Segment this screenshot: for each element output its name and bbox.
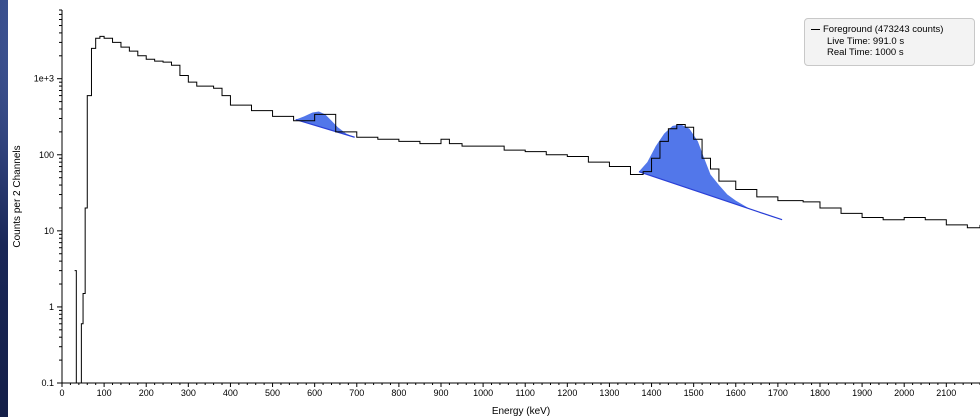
x-tick-label: 1000 — [473, 388, 493, 398]
y-ticks: 0.1 1 10 100 1e+3 — [34, 9, 62, 388]
y-tick-label: 1e+3 — [34, 74, 54, 84]
peak-continuum-line — [295, 119, 355, 138]
x-ticks: 0 100 200 300 400 500 600 700 800 900 1000 1100 1200… — [59, 383, 980, 398]
legend-entry-foreground: Foreground (473243 counts) — [811, 24, 968, 36]
x-tick-label: 1500 — [684, 388, 704, 398]
x-tick-label: 300 — [181, 388, 196, 398]
y-tick-label: 10 — [44, 226, 54, 236]
y-axis-title: Counts per 2 Channels — [12, 145, 23, 247]
x-tick-label: 2100 — [936, 388, 956, 398]
legend-live-time: Live Time: 991.0 s — [827, 35, 905, 47]
spectrum-chart[interactable]: 0 100 200 300 400 500 600 700 800 900 1000 1100 1200… — [8, 0, 980, 417]
x-tick-label: 2000 — [894, 388, 914, 398]
peak-fill — [295, 111, 355, 138]
x-tick-label: 1800 — [810, 388, 830, 398]
x-tick-label: 500 — [265, 388, 280, 398]
x-tick-label: 1100 — [516, 388, 535, 398]
x-tick-label: 900 — [433, 388, 448, 398]
y-tick-label: 100 — [39, 150, 54, 160]
x-tick-label: 800 — [391, 388, 406, 398]
legend-real-time: Real Time: 1000 s — [827, 47, 904, 58]
x-tick-label: 1300 — [599, 388, 619, 398]
peak-continuum-line — [638, 171, 783, 221]
x-tick-label: 1900 — [852, 388, 872, 398]
x-tick-label: 200 — [139, 388, 154, 398]
axes-layer — [61, 10, 980, 384]
x-tick-label: 700 — [349, 388, 364, 398]
peak-fill-layer — [295, 111, 783, 221]
x-tick-label: 400 — [223, 388, 238, 398]
legend-line-swatch — [811, 29, 820, 31]
x-tick-label: 1700 — [768, 388, 788, 398]
y-tick-label: 0.1 — [41, 378, 54, 388]
legend-foreground-label: Foreground (473243 counts) — [823, 24, 944, 35]
peak-fill — [638, 124, 783, 220]
x-tick-label: 100 — [97, 388, 112, 398]
spectrum-layer — [74, 35, 980, 384]
x-tick-label: 1400 — [642, 388, 662, 398]
x-tick-label: 600 — [307, 388, 322, 398]
y-tick-label: 1 — [49, 302, 54, 312]
spectrum-line — [74, 35, 980, 384]
x-axis-title: Energy (keV) — [492, 406, 550, 417]
x-tick-label: 0 — [59, 388, 64, 398]
chart-svg[interactable]: 0 100 200 300 400 500 600 700 800 900 1000 1100 1200… — [8, 0, 980, 417]
x-tick-label: 1600 — [726, 388, 746, 398]
chart-legend: Foreground (473243 counts) Live Time: 99… — [804, 18, 975, 66]
x-tick-label: 1200 — [557, 388, 577, 398]
